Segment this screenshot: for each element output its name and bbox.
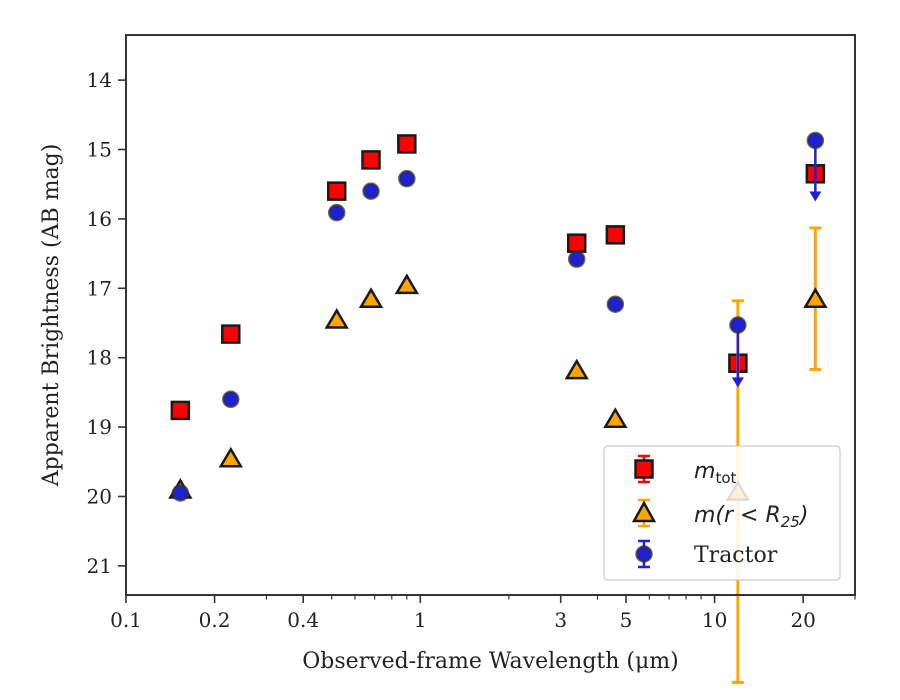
x-tick-label: 10 bbox=[702, 608, 727, 632]
x-tick-label: 20 bbox=[790, 608, 815, 632]
mr25-point bbox=[358, 287, 384, 308]
tractor-point bbox=[222, 390, 240, 409]
mtot-point bbox=[397, 134, 417, 154]
x-tick-label: 5 bbox=[620, 608, 633, 632]
legend-box bbox=[603, 445, 841, 581]
legend: mtot m(r < R25) Tractor bbox=[603, 445, 841, 581]
tractor-point bbox=[606, 295, 625, 313]
y-tick-label: 18 bbox=[87, 346, 112, 370]
y-tick-label: 16 bbox=[87, 207, 112, 231]
y-tick-label: 19 bbox=[87, 415, 112, 439]
mtot-point bbox=[361, 150, 381, 170]
mtot-point bbox=[221, 324, 241, 344]
x-axis-label: Observed-frame Wavelength (μm) bbox=[302, 649, 678, 674]
y-axis-label: Apparent Brightness (AB mag) bbox=[39, 144, 64, 488]
plot-area-frame bbox=[125, 34, 856, 596]
upper-limit-arrow bbox=[731, 377, 744, 388]
mr25-point bbox=[803, 287, 828, 308]
y-tick-label: 14 bbox=[87, 68, 112, 92]
legend-mr25-label: m(r < R25) bbox=[694, 503, 808, 531]
legend-tractor-marker bbox=[635, 545, 653, 563]
x-tick-label: 0.2 bbox=[199, 608, 231, 632]
legend-entry-tractor: Tractor bbox=[635, 539, 778, 569]
legend-mr25-marker bbox=[631, 500, 657, 523]
y-tick-label: 17 bbox=[87, 276, 112, 300]
legend-mtot-label: mtot bbox=[694, 459, 736, 487]
mtot-point bbox=[170, 400, 191, 421]
tractor-point bbox=[729, 316, 747, 334]
mr25-point bbox=[564, 358, 589, 380]
tractor-point bbox=[171, 484, 190, 502]
series-0 bbox=[170, 134, 826, 421]
x-tick-label: 0.1 bbox=[110, 608, 142, 632]
y-tick-label: 15 bbox=[87, 137, 112, 161]
legend-mtot-marker bbox=[634, 459, 654, 479]
y-tick-label: 21 bbox=[87, 554, 112, 578]
tractor-point bbox=[362, 182, 380, 200]
tractor-point bbox=[567, 250, 586, 268]
tick-layer: 0.1 0.2 0.4 1 3 5 10 20 14 15 16 17 18 19 20 21 bbox=[87, 68, 856, 632]
mr25-point bbox=[603, 407, 628, 428]
tractor-point bbox=[327, 203, 346, 222]
mr25-point bbox=[218, 446, 243, 468]
mtot-point bbox=[605, 225, 626, 245]
upper-limit-arrow bbox=[809, 191, 822, 202]
legend-entry-mtot: mtot bbox=[634, 454, 736, 487]
y-tick-label: 20 bbox=[87, 484, 112, 508]
mtot-point bbox=[326, 181, 347, 201]
mr25-point bbox=[394, 273, 420, 295]
x-tick-label: 0.4 bbox=[287, 608, 319, 632]
data-layer bbox=[168, 131, 828, 684]
tractor-point bbox=[398, 169, 416, 188]
legend-tractor-label: Tractor bbox=[694, 543, 778, 568]
mr25-point bbox=[324, 308, 349, 329]
x-tick-label: 3 bbox=[554, 608, 567, 632]
legend-entry-m-r25: m(r < R25) bbox=[631, 498, 808, 531]
mtot-point bbox=[566, 233, 587, 253]
x-tick-label: 1 bbox=[414, 608, 427, 632]
tractor-point bbox=[806, 131, 825, 150]
series-2 bbox=[171, 131, 825, 502]
